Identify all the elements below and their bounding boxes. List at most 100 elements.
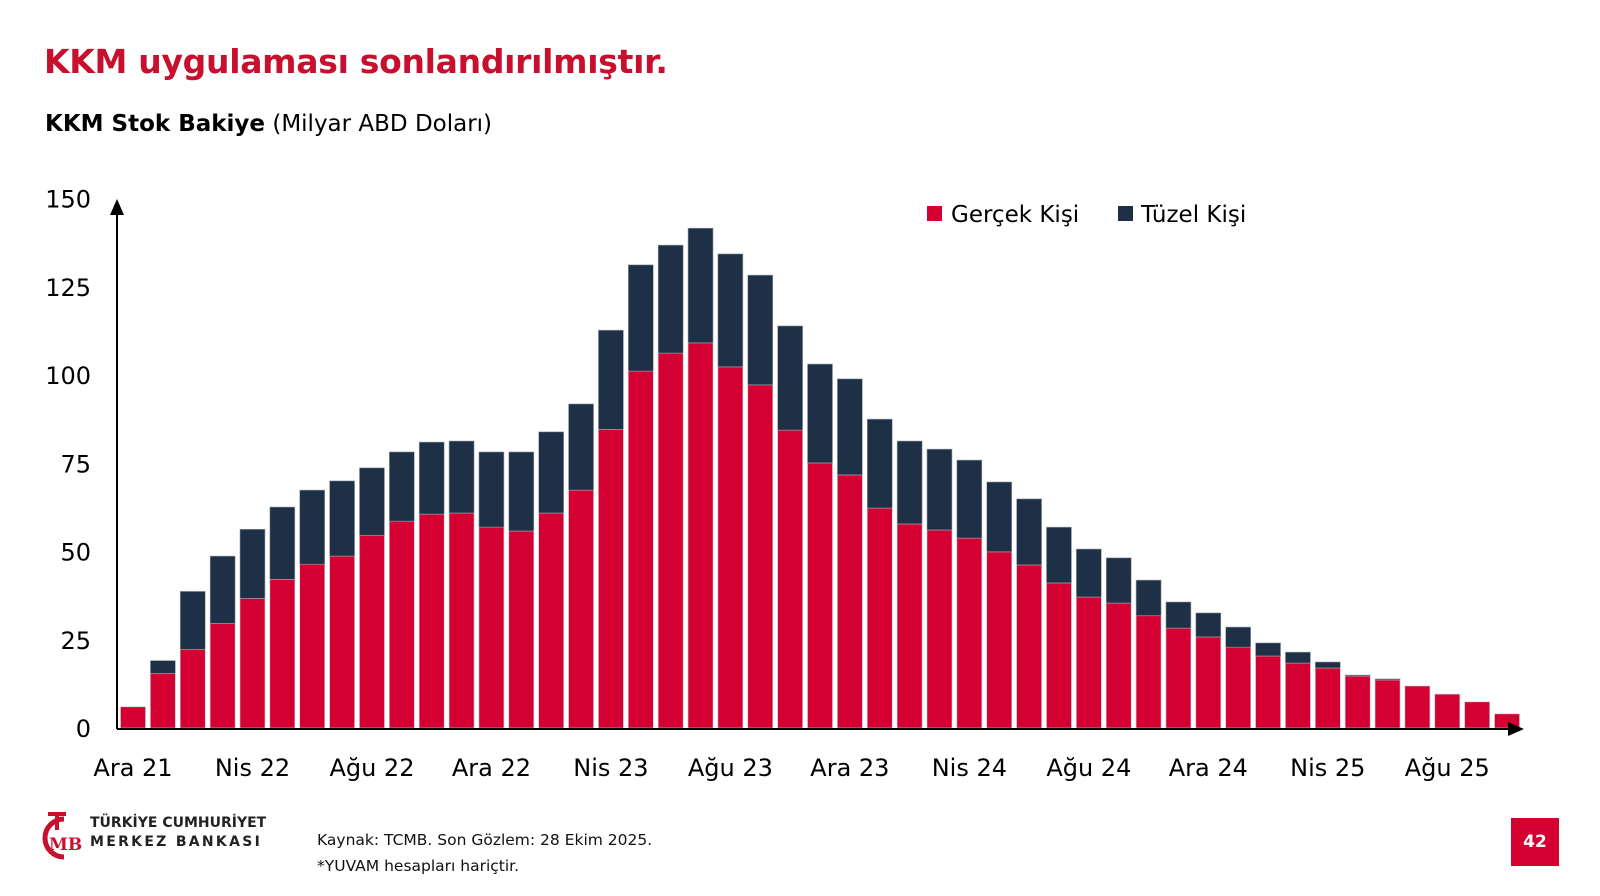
bar-tuzel-kisi <box>1105 557 1132 604</box>
bar-gercek-kisi <box>1195 636 1222 729</box>
y-tick-label: 75 <box>60 450 91 478</box>
bar-tuzel-kisi <box>1315 661 1341 669</box>
bar-tuzel-kisi <box>926 448 953 531</box>
chart-subtitle: KKM Stok Bakiye (Milyar ABD Doları) <box>45 111 492 137</box>
bar-tuzel-kisi <box>1374 678 1401 681</box>
legend-swatch-gercek <box>927 206 942 221</box>
bar-gercek-kisi <box>359 534 385 729</box>
bar-gercek-kisi <box>299 563 326 729</box>
bar-gercek-kisi <box>896 523 923 729</box>
bar-gercek-kisi <box>1046 582 1072 729</box>
x-tick-label: Ara 22 <box>452 754 531 782</box>
x-tick-label: Ağu 25 <box>1405 754 1490 782</box>
bar-gercek-kisi <box>1404 685 1431 729</box>
bar-gercek-kisi <box>1434 693 1461 729</box>
bar-tuzel-kisi <box>657 244 684 354</box>
logo-line-1: TÜRKİYE CUMHURİYET <box>90 815 267 831</box>
bar-gercek-kisi <box>777 429 803 729</box>
bar-tuzel-kisi <box>538 431 564 514</box>
x-axis-arrow-icon <box>1508 722 1524 736</box>
bar-gercek-kisi <box>837 474 863 729</box>
bars <box>120 227 1520 729</box>
bar-gercek-kisi <box>687 342 714 729</box>
legend-label-gercek: Gerçek Kişi <box>951 202 1079 228</box>
source-text: Kaynak: TCMB. Son Gözlem: 28 Ekim 2025. <box>317 831 653 849</box>
bar-gercek-kisi <box>329 555 355 729</box>
y-tick-label: 150 <box>45 186 91 214</box>
bar-gercek-kisi <box>1285 662 1311 729</box>
x-tick-label: Ağu 23 <box>688 754 773 782</box>
bar-gercek-kisi <box>179 648 206 729</box>
bar-gercek-kisi <box>926 529 953 729</box>
svg-text:MB: MB <box>49 835 82 855</box>
bar-gercek-kisi <box>568 489 594 729</box>
logo-line-2: MERKEZ BANKASI <box>90 834 263 850</box>
bar-gercek-kisi <box>120 706 146 729</box>
bar-tuzel-kisi <box>598 329 624 430</box>
bar-tuzel-kisi <box>179 591 206 650</box>
bar-tuzel-kisi <box>209 555 236 624</box>
bar-gercek-kisi <box>269 579 296 729</box>
x-tick-label: Nis 22 <box>215 754 290 782</box>
y-tick-label: 125 <box>45 274 91 302</box>
bar-gercek-kisi <box>1344 675 1371 729</box>
bar-tuzel-kisi <box>866 418 893 509</box>
bar-gercek-kisi <box>508 530 535 729</box>
y-tick-label: 100 <box>45 362 91 390</box>
chart-title-bold: KKM Stok Bakiye <box>45 111 266 137</box>
tcmb-logo: MB TÜRKİYE CUMHURİYET MERKEZ BANKASI <box>34 810 266 866</box>
bar-gercek-kisi <box>866 507 893 729</box>
bar-tuzel-kisi <box>239 528 266 599</box>
bar-tuzel-kisi <box>1046 526 1072 584</box>
bar-gercek-kisi <box>956 537 983 729</box>
bar-gercek-kisi <box>1016 564 1042 729</box>
bar-gercek-kisi <box>448 512 475 729</box>
bar-gercek-kisi <box>1135 615 1162 729</box>
bar-gercek-kisi <box>1225 646 1251 729</box>
y-tick-label: 50 <box>60 539 91 567</box>
bar-tuzel-kisi <box>807 363 833 464</box>
chart-unit: (Milyar ABD Doları) <box>272 111 493 137</box>
bar-gercek-kisi <box>1374 679 1401 729</box>
y-axis-ticks: 0 25 50 75 100 125 150 <box>45 186 91 744</box>
bar-tuzel-kisi <box>1076 548 1102 598</box>
bar-gercek-kisi <box>209 623 236 729</box>
legend-swatch-tuzel <box>1118 206 1133 221</box>
legend-label-tuzel: Tüzel Kişi <box>1140 202 1246 228</box>
bar-tuzel-kisi <box>1255 642 1281 657</box>
bar-tuzel-kisi <box>269 506 296 580</box>
bar-tuzel-kisi <box>896 440 923 525</box>
bar-tuzel-kisi <box>956 459 983 539</box>
bar-gercek-kisi <box>1464 701 1490 729</box>
bar-tuzel-kisi <box>837 378 863 476</box>
bar-tuzel-kisi <box>777 325 803 431</box>
x-tick-label: Ara 23 <box>810 754 889 782</box>
y-axis-arrow-icon <box>110 199 124 215</box>
bar-tuzel-kisi <box>150 660 176 674</box>
logo-text: TÜRKİYE CUMHURİYET MERKEZ BANKASI <box>90 814 266 852</box>
footnote-text: *YUVAM hesapları hariçtir. <box>317 857 520 875</box>
legend: Gerçek Kişi Tüzel Kişi <box>927 202 1246 228</box>
x-axis-ticks: Ara 21 Nis 22 Ağu 22 Ara 22 Nis 23 Ağu 23 Ara … <box>93 754 1489 782</box>
bar-tuzel-kisi <box>568 403 594 491</box>
x-tick-label: Ara 24 <box>1169 754 1248 782</box>
x-tick-label: Ara 21 <box>93 754 172 782</box>
x-tick-label: Ağu 24 <box>1046 754 1131 782</box>
bar-tuzel-kisi <box>329 480 355 557</box>
bar-tuzel-kisi <box>1135 579 1162 617</box>
tcmb-logo-icon: MB <box>42 812 82 860</box>
bar-gercek-kisi <box>986 551 1013 729</box>
bar-gercek-kisi <box>717 366 744 729</box>
bar-tuzel-kisi <box>1285 651 1311 664</box>
bar-tuzel-kisi <box>1016 498 1042 566</box>
bar-tuzel-kisi <box>299 489 326 565</box>
bar-gercek-kisi <box>627 370 654 729</box>
bar-gercek-kisi <box>239 598 266 729</box>
bar-tuzel-kisi <box>986 481 1013 553</box>
bar-tuzel-kisi <box>478 451 505 528</box>
page-number: 42 <box>1511 818 1559 866</box>
x-tick-label: Nis 24 <box>932 754 1007 782</box>
bar-gercek-kisi <box>150 672 176 729</box>
bar-tuzel-kisi <box>627 264 654 372</box>
bar-gercek-kisi <box>1105 602 1132 729</box>
